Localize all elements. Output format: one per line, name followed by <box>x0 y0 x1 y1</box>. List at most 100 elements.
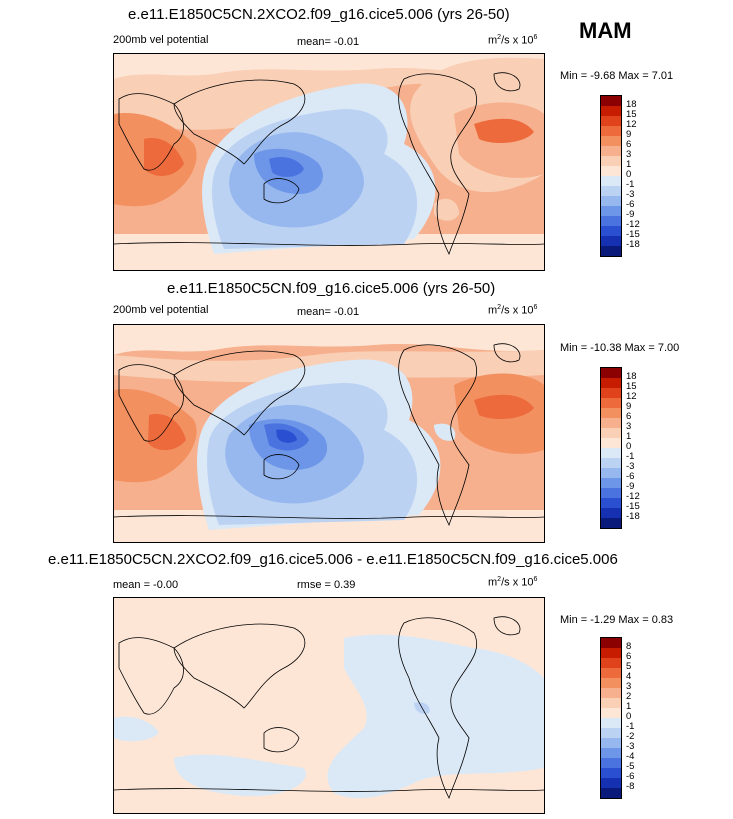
colorbar-swatch <box>601 106 621 116</box>
panel2-cb-label: -12 <box>626 491 640 502</box>
colorbar-swatch <box>601 226 621 236</box>
colorbar-swatch <box>601 206 621 216</box>
colorbar-swatch <box>601 448 621 458</box>
colorbar-swatch <box>601 186 621 196</box>
colorbar-swatch <box>601 428 621 438</box>
panel2-left-label: 200mb vel potential <box>113 304 209 316</box>
panel1-cb-label: 3 <box>626 149 632 160</box>
colorbar-swatch <box>601 488 621 498</box>
panel3-units: m2/s x 106 <box>488 576 538 589</box>
panel2-cb-label: 9 <box>626 401 632 412</box>
panel2-cb-label: 0 <box>626 441 632 452</box>
colorbar-swatch <box>601 678 621 688</box>
colorbar-swatch <box>601 788 621 798</box>
colorbar-swatch <box>601 498 621 508</box>
panel1-units: m2/s x 106 <box>488 34 538 47</box>
panel3-cb-label: -5 <box>626 761 635 772</box>
panel2-cb-label: -1 <box>626 451 635 462</box>
colorbar-swatch <box>601 398 621 408</box>
panel2-cb-label: 3 <box>626 421 632 432</box>
panel3-title: e.e11.E1850C5CN.2XCO2.f09_g16.cice5.006 … <box>48 551 618 568</box>
panel2-cb-label: 1 <box>626 431 632 442</box>
colorbar-swatch <box>601 738 621 748</box>
panel1-mean-label: mean= -0.01 <box>297 36 360 48</box>
panel3-colorbar <box>600 637 622 799</box>
panel2-cb-label: -15 <box>626 501 640 512</box>
colorbar-swatch <box>601 418 621 428</box>
colorbar-swatch <box>601 136 621 146</box>
colorbar-swatch <box>601 368 621 378</box>
colorbar-swatch <box>601 648 621 658</box>
panel1-cb-label: 18 <box>626 99 637 110</box>
panel1-cb-label: 15 <box>626 109 637 120</box>
colorbar-swatch <box>601 698 621 708</box>
colorbar-swatch <box>601 176 621 186</box>
colorbar-swatch <box>601 508 621 518</box>
panel2-colorbar <box>600 367 622 529</box>
panel2-cb-label: 15 <box>626 381 637 392</box>
panel2-cb-label: -3 <box>626 461 635 472</box>
panel1-cb-label: 0 <box>626 169 632 180</box>
panel3-cb-label: -1 <box>626 721 635 732</box>
panel3-cb-label: -2 <box>626 731 635 742</box>
colorbar-swatch <box>601 688 621 698</box>
colorbar-swatch <box>601 196 621 206</box>
colorbar-swatch <box>601 166 621 176</box>
colorbar-swatch <box>601 758 621 768</box>
panel1-cb-label: -9 <box>626 209 635 220</box>
colorbar-swatch <box>601 156 621 166</box>
panel3-map <box>113 597 545 814</box>
panel3-cb-label: -6 <box>626 771 635 782</box>
panel2-cb-label: -6 <box>626 471 635 482</box>
panel1-left-label: 200mb vel potential <box>113 34 209 46</box>
panel1-colorbar <box>600 95 622 257</box>
colorbar-swatch <box>601 518 621 528</box>
panel1-cb-label: -3 <box>626 189 635 200</box>
colorbar-swatch <box>601 768 621 778</box>
panel3-cb-label: 1 <box>626 701 632 712</box>
panel1-cb-label: 1 <box>626 159 632 170</box>
panel2-mean-label: mean= -0.01 <box>297 306 360 318</box>
panel2-cb-label: 6 <box>626 411 632 422</box>
colorbar-swatch <box>601 408 621 418</box>
panel3-rmse-label: rmse = 0.39 <box>297 579 356 591</box>
panel1-cb-label: -12 <box>626 219 640 230</box>
colorbar-swatch <box>601 748 621 758</box>
colorbar-swatch <box>601 468 621 478</box>
panel1-minmax: Min = -9.68 Max = 7.01 <box>560 70 674 82</box>
colorbar-swatch <box>601 778 621 788</box>
colorbar-swatch <box>601 236 621 246</box>
panel1-cb-label: -6 <box>626 199 635 210</box>
panel2-cb-label: -18 <box>626 511 640 522</box>
colorbar-swatch <box>601 458 621 468</box>
colorbar-swatch <box>601 438 621 448</box>
panel3-cb-label: 5 <box>626 661 632 672</box>
panel2-cb-label: 18 <box>626 371 637 382</box>
colorbar-swatch <box>601 658 621 668</box>
panel3-cb-label: 4 <box>626 671 632 682</box>
colorbar-swatch <box>601 246 621 256</box>
panel3-cb-label: 0 <box>626 711 632 722</box>
colorbar-swatch <box>601 728 621 738</box>
season-label: MAM <box>579 18 632 43</box>
panel3-cb-label: 3 <box>626 681 632 692</box>
colorbar-swatch <box>601 638 621 648</box>
panel2-cb-label: 12 <box>626 391 637 402</box>
colorbar-swatch <box>601 378 621 388</box>
panel2-map <box>113 324 545 543</box>
colorbar-swatch <box>601 708 621 718</box>
panel3-minmax: Min = -1.29 Max = 0.83 <box>560 614 674 626</box>
panel1-cb-label: 9 <box>626 129 632 140</box>
panel3-mean-label: mean = -0.00 <box>113 579 179 591</box>
colorbar-swatch <box>601 96 621 106</box>
panel3-cb-label: 2 <box>626 691 632 702</box>
panel3-cb-label: -4 <box>626 751 635 762</box>
colorbar-swatch <box>601 388 621 398</box>
panel3-cb-label: 8 <box>626 641 632 652</box>
colorbar-swatch <box>601 126 621 136</box>
panel2-minmax: Min = -10.38 Max = 7.00 <box>560 342 680 354</box>
panel1-map <box>113 53 545 271</box>
panel1-cb-label: 12 <box>626 119 637 130</box>
colorbar-swatch <box>601 668 621 678</box>
colorbar-swatch <box>601 146 621 156</box>
